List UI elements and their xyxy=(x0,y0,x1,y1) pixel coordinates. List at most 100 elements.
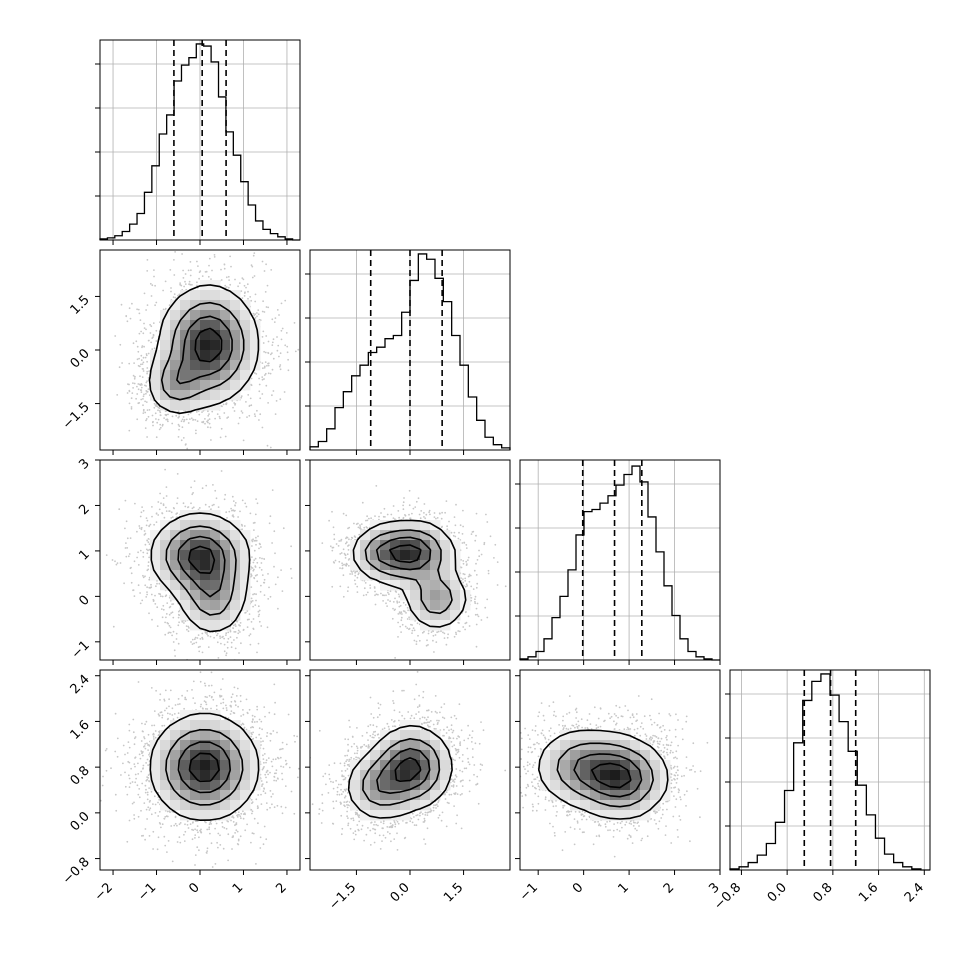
density-cell xyxy=(220,610,231,621)
density-cell xyxy=(240,790,251,801)
density-cell xyxy=(200,560,211,571)
contour-line xyxy=(165,525,237,616)
density-cell xyxy=(400,770,411,781)
density-cell xyxy=(210,760,221,771)
contour-line xyxy=(376,747,431,794)
panel-frame xyxy=(519,669,721,871)
density-cell xyxy=(610,730,621,741)
density-cell xyxy=(210,580,221,591)
density-cell xyxy=(400,530,411,541)
density-cell xyxy=(150,760,161,771)
x-tick-label: −2 xyxy=(92,880,116,904)
density-cell xyxy=(450,590,461,601)
density-cell xyxy=(230,320,241,331)
density-cell xyxy=(190,550,201,561)
density-cell xyxy=(240,320,251,331)
density-cell xyxy=(250,750,261,761)
density-cell xyxy=(420,530,431,541)
density-cell xyxy=(240,540,251,551)
density-cell xyxy=(540,750,551,761)
density-cell xyxy=(180,350,191,361)
density-cell xyxy=(410,520,421,531)
histogram-panel-2 xyxy=(305,249,511,455)
density-cell xyxy=(160,770,171,781)
density-cell xyxy=(160,800,171,811)
density-cell xyxy=(180,340,191,351)
density-cell xyxy=(400,780,411,791)
density-cell xyxy=(370,790,381,801)
density-cell xyxy=(210,610,221,621)
density-cell xyxy=(430,540,441,551)
density-cell xyxy=(400,560,411,571)
density-cell xyxy=(240,560,251,571)
contour-line xyxy=(375,536,432,571)
contour-line xyxy=(347,724,453,819)
density-cell xyxy=(440,610,451,621)
contour-line xyxy=(362,738,441,806)
contour-line xyxy=(573,753,643,798)
density-cell xyxy=(390,730,401,741)
density-cell xyxy=(200,400,211,411)
x-tick-label: 1.6 xyxy=(856,880,881,905)
density-cell xyxy=(170,360,181,371)
density-content xyxy=(321,485,507,660)
density-cell xyxy=(440,550,451,561)
density-cell xyxy=(220,770,231,781)
density-cell xyxy=(190,800,201,811)
density-cell xyxy=(190,600,201,611)
y-tick-label: 2 xyxy=(76,502,92,518)
contour-line xyxy=(590,762,632,789)
y-tick-label: −0.8 xyxy=(60,855,93,888)
density-cell xyxy=(360,780,371,791)
density-cell xyxy=(380,770,391,781)
density-cell xyxy=(620,810,631,821)
density-cell xyxy=(390,810,401,821)
density-cell xyxy=(200,520,211,531)
density-cell xyxy=(180,610,191,621)
density-cell xyxy=(230,310,241,321)
contour-line xyxy=(194,327,223,363)
density-cell xyxy=(150,550,161,561)
density-cell xyxy=(200,510,211,521)
density-cell xyxy=(570,730,581,741)
density-cell xyxy=(220,370,231,381)
density-cell xyxy=(240,330,251,341)
density-cell xyxy=(360,560,371,571)
density-cell xyxy=(420,550,431,561)
y-tick-label: 0.8 xyxy=(68,763,93,788)
density-cell xyxy=(240,780,251,791)
density-cell xyxy=(410,730,421,741)
density-cell xyxy=(180,520,191,531)
density-cell xyxy=(200,810,211,821)
density-cell xyxy=(230,760,241,771)
density-cell xyxy=(390,800,401,811)
density-cell xyxy=(240,760,251,771)
density-cell xyxy=(210,310,221,321)
density-cell xyxy=(210,560,221,571)
density-cell xyxy=(600,730,611,741)
density-cell xyxy=(380,550,391,561)
density-cell xyxy=(190,790,201,801)
density-cell xyxy=(180,360,191,371)
density-cell xyxy=(220,750,231,761)
density-cell xyxy=(230,780,241,791)
density-cell xyxy=(230,750,241,761)
density-cell xyxy=(230,330,241,341)
density-cell xyxy=(180,290,191,301)
density-cell xyxy=(200,760,211,771)
density-cell xyxy=(190,350,201,361)
y-tick-label: 1 xyxy=(76,547,92,563)
density-cell xyxy=(220,540,231,551)
density-cell xyxy=(400,750,411,761)
density-cell xyxy=(180,570,191,581)
density-cell xyxy=(430,580,441,591)
density-cell xyxy=(440,600,451,611)
density-cell xyxy=(230,770,241,781)
density-cell xyxy=(650,760,661,771)
density-cell xyxy=(150,380,161,391)
density-cell xyxy=(180,320,191,331)
density-cell xyxy=(380,580,391,591)
density-cell xyxy=(190,370,201,381)
density-cell xyxy=(210,800,221,811)
